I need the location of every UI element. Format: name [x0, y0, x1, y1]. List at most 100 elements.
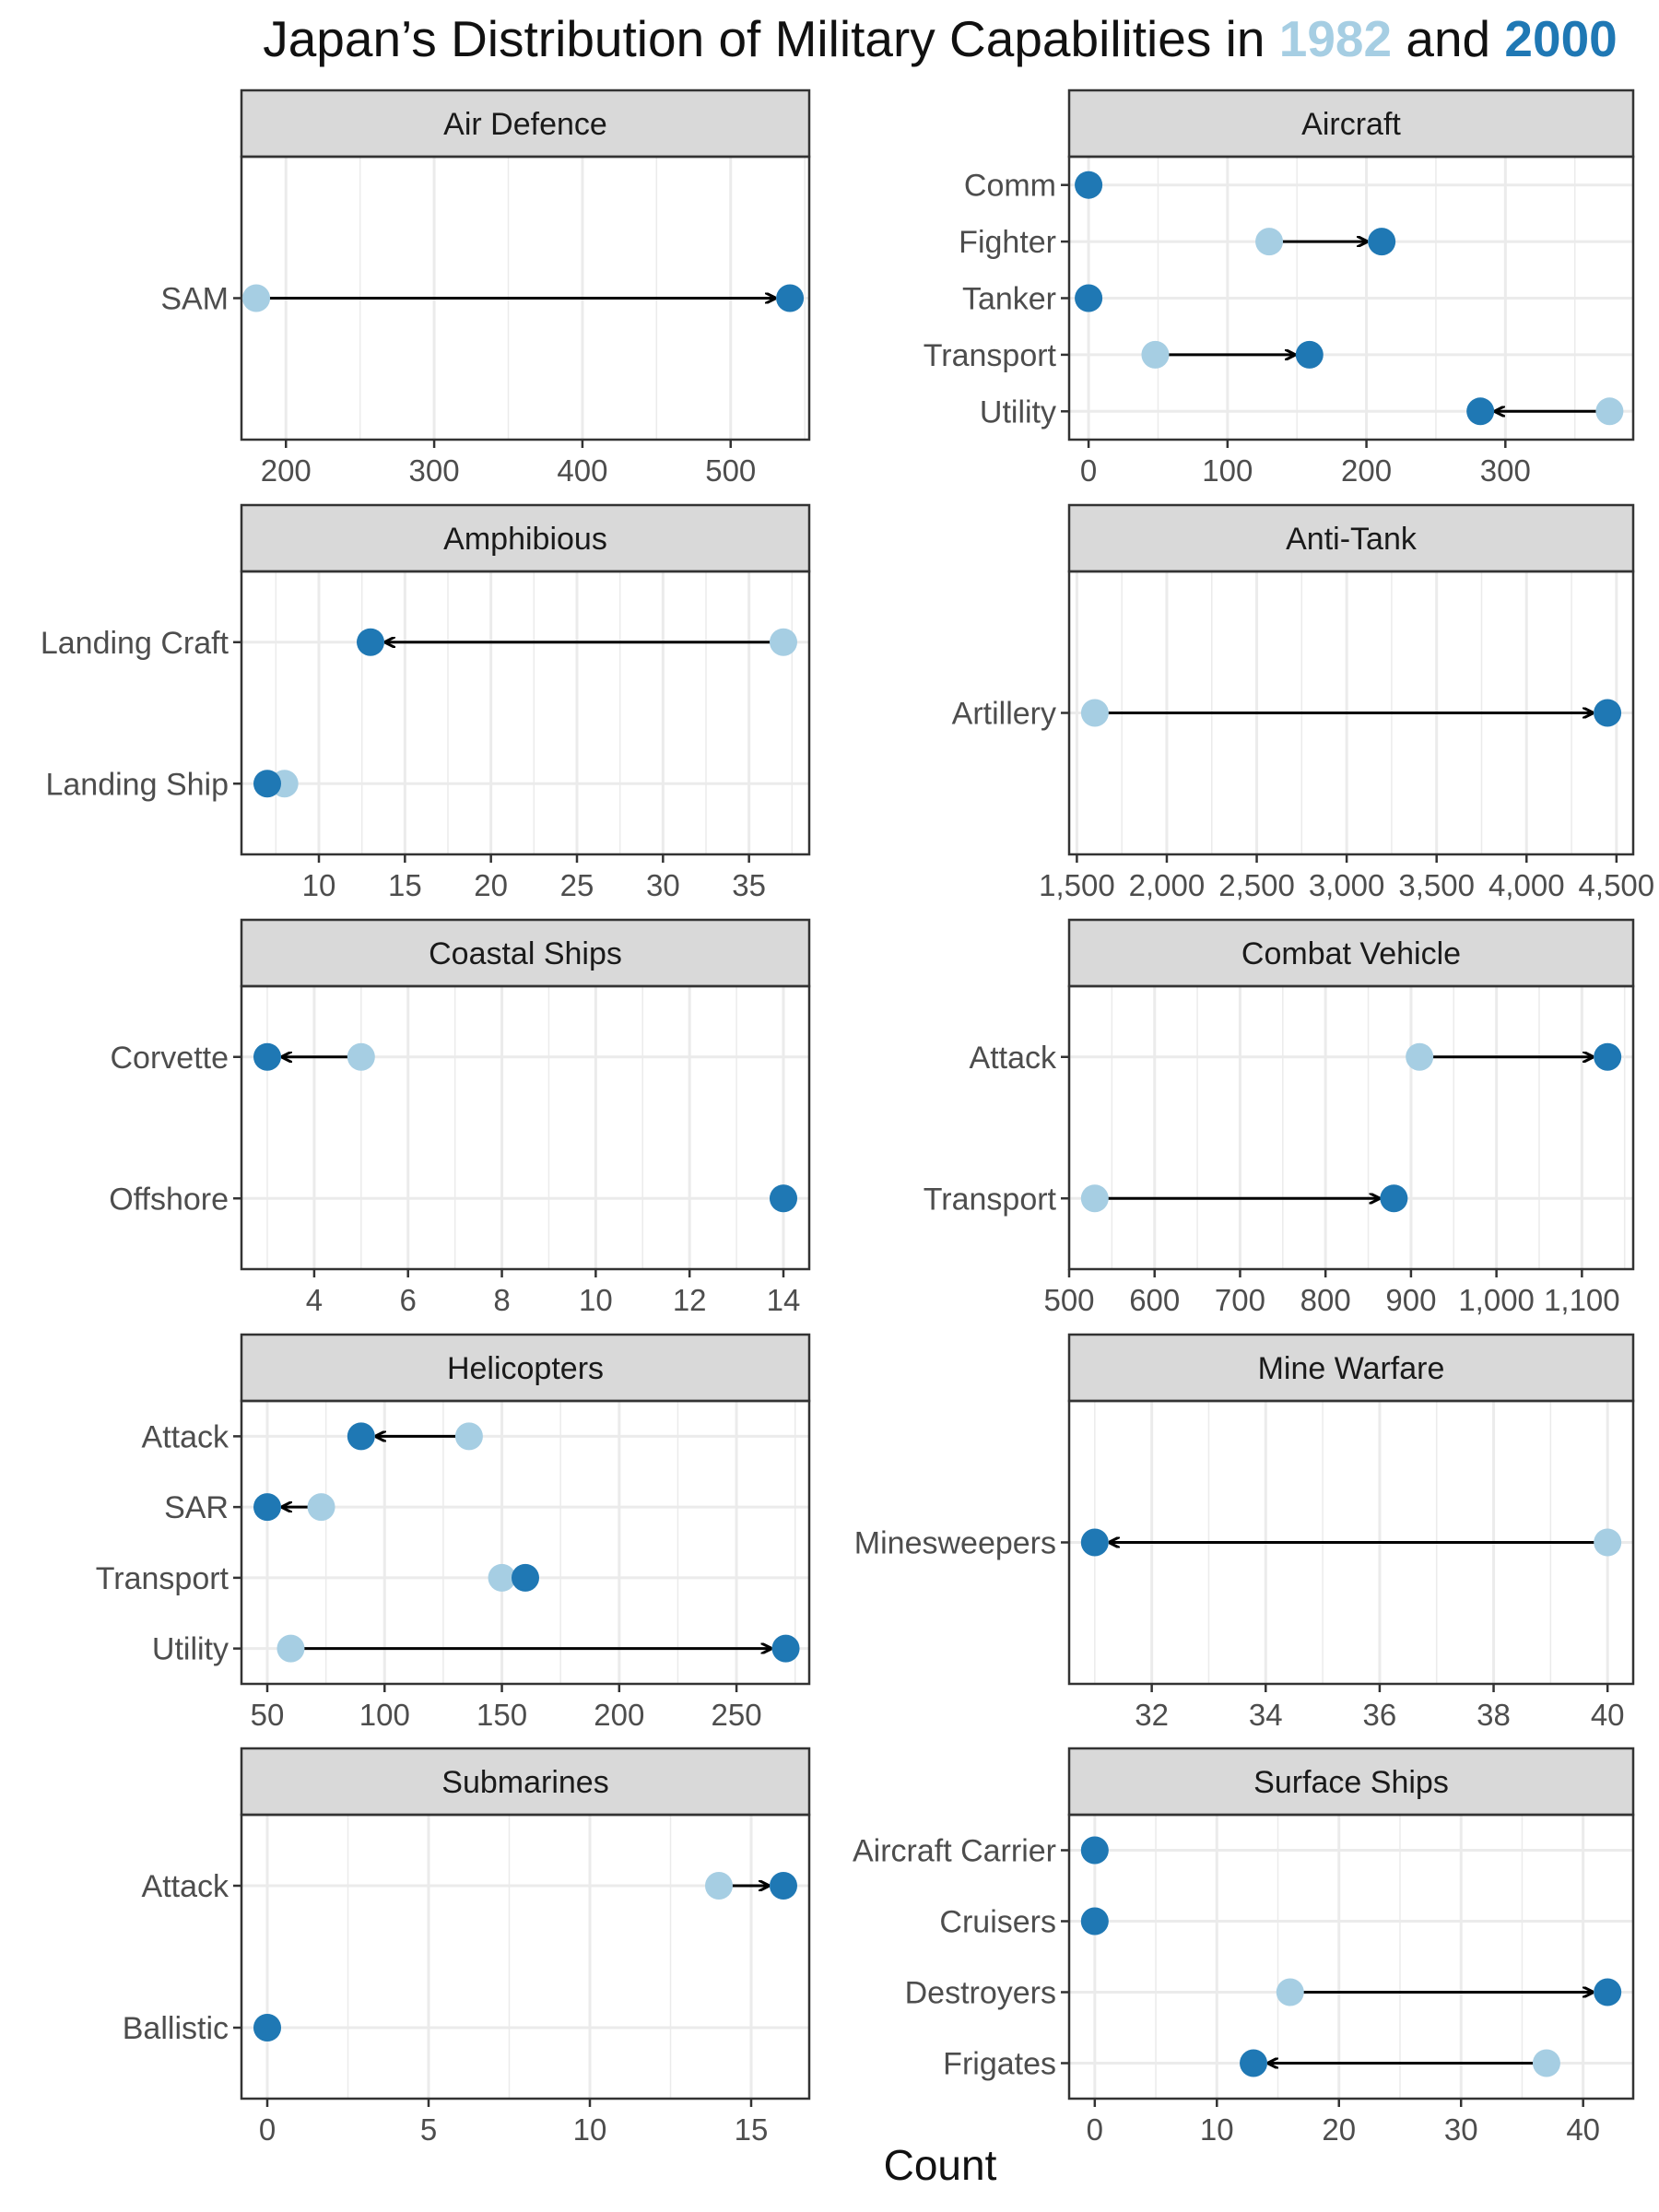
y-tick-label: Transport	[96, 1561, 229, 1596]
title-year-2000: 2000	[1504, 10, 1618, 67]
x-tick-label: 1,000	[1458, 1283, 1535, 1317]
x-tick-label: 30	[646, 868, 680, 902]
y-tick-label: Landing Ship	[45, 767, 229, 802]
panel-combat-vehicle: Combat Vehicle 500 600 700 800 900 1,000 1,100 T…	[924, 918, 1635, 1317]
y-tick-label: Offshore	[109, 1182, 229, 1217]
panel-strip	[1067, 503, 1635, 573]
x-tick-label: 300	[409, 453, 460, 488]
y-tick-label: Destroyers	[905, 1976, 1056, 2011]
y-tick-label: Transport	[924, 1182, 1057, 1217]
x-tick-label: 5	[420, 2112, 437, 2147]
panel-background	[241, 1401, 809, 1684]
dot-1982	[307, 1493, 335, 1522]
x-tick-label: 34	[1249, 1698, 1283, 1732]
dot-2000	[1594, 1978, 1622, 2006]
y-tick-label: Corvette	[111, 1041, 229, 1076]
panel-border	[240, 1399, 811, 1686]
panel-border	[240, 570, 811, 856]
dot-2000	[776, 284, 805, 312]
dot-2000	[253, 770, 281, 798]
dot-2000	[357, 628, 384, 656]
x-tick-label: 2,500	[1218, 868, 1295, 902]
y-tick-label: Tanker	[962, 282, 1056, 317]
dot-2000	[253, 2014, 281, 2041]
panel-surface-ships: Surface Ships 0 10 20 30 40 Frigates Destroyers…	[853, 1747, 1635, 2147]
panel-strip	[1067, 1747, 1635, 1817]
panel-strip	[1067, 918, 1635, 988]
y-tick-label: SAM	[160, 282, 229, 317]
x-tick-label: 1,500	[1039, 868, 1115, 902]
y-tick-label: Artillery	[952, 697, 1056, 732]
dot-1982	[347, 1042, 375, 1071]
x-tick-label: 2,000	[1129, 868, 1206, 902]
dot-2000	[1295, 340, 1324, 369]
panel-border	[240, 984, 811, 1271]
dot-1982	[1080, 699, 1109, 727]
y-tick-label: Attack	[142, 1869, 229, 1904]
x-tick-label: 4	[306, 1283, 323, 1317]
panel-title-combat-vehicle: Combat Vehicle	[1241, 936, 1461, 971]
x-tick-label: 6	[400, 1283, 417, 1317]
y-tick-label: Utility	[152, 1632, 229, 1667]
x-tick-label: 36	[1363, 1698, 1397, 1732]
y-tick-label: Minesweepers	[854, 1526, 1056, 1561]
panel-strip	[240, 1333, 811, 1403]
dot-1982	[705, 1872, 733, 1900]
x-tick-label: 4,500	[1579, 868, 1655, 902]
dot-1982	[242, 284, 271, 312]
y-tick-label: Attack	[970, 1041, 1057, 1076]
y-tick-label: Comm	[964, 169, 1056, 204]
y-tick-label: Utility	[980, 394, 1056, 429]
panel-strip	[240, 88, 811, 159]
panel-title-aircraft: Aircraft	[1301, 107, 1401, 142]
x-tick-label: 150	[477, 1698, 527, 1732]
dot-2000	[1080, 1528, 1109, 1557]
x-tick-label: 35	[732, 868, 766, 902]
panel-amphibious: Amphibious 10 15 20 25 30 35 Landing Ship Landin…	[41, 503, 811, 902]
panel-submarines: Submarines 0 5 10 15 Ballistic Attack	[123, 1747, 811, 2147]
x-tick-label: 12	[673, 1283, 707, 1317]
panel-strip	[240, 1747, 811, 1817]
x-tick-label: 500	[1043, 1283, 1094, 1317]
x-tick-label: 15	[735, 2112, 769, 2147]
panel-aircraft: Aircraft 0 100 200 300 Utility Transport Tanker…	[924, 88, 1635, 488]
panel-strip	[1067, 88, 1635, 159]
dot-2000	[1080, 1836, 1109, 1865]
x-tick-label: 10	[579, 1283, 613, 1317]
x-tick-label: 8	[493, 1283, 510, 1317]
dot-1982	[488, 1563, 516, 1592]
panel-background	[1069, 1815, 1633, 2099]
panel-air-defence: Air Defence 200 300 400 500 SAM	[160, 88, 811, 488]
dot-1982	[1080, 1184, 1109, 1213]
y-tick-label: Transport	[924, 338, 1057, 373]
x-tick-label: 15	[388, 868, 422, 902]
panel-title-submarines: Submarines	[441, 1765, 608, 1800]
panel-coastal-ships: Coastal Ships 4 6 8 10 12 14 Offshore Corvette	[109, 918, 811, 1317]
dot-2000	[1075, 171, 1103, 199]
dot-1982	[276, 1634, 305, 1663]
title-middle: and	[1392, 10, 1505, 67]
dot-2000	[770, 1872, 797, 1900]
panel-mine-warfare: Mine Warfare 32 34 36 38 40 Minesweepers	[854, 1333, 1635, 1732]
x-tick-label: 4,000	[1488, 868, 1565, 902]
chart-title: Japan’s Distribution of Military Capabil…	[0, 9, 1659, 68]
y-tick-label: Cruisers	[939, 1905, 1056, 1940]
x-tick-label: 10	[302, 868, 336, 902]
x-tick-label: 10	[1200, 2112, 1234, 2147]
title-prefix: Japan’s Distribution of Military Capabil…	[263, 10, 1279, 67]
dot-1982	[1595, 397, 1624, 426]
x-tick-label: 400	[557, 453, 607, 488]
x-tick-label: 50	[251, 1698, 285, 1732]
dot-2000	[512, 1563, 539, 1592]
panel-title-air-defence: Air Defence	[443, 107, 607, 142]
x-tick-label: 30	[1444, 2112, 1478, 2147]
panel-background	[241, 986, 809, 1269]
x-tick-label: 200	[594, 1698, 644, 1732]
panel-background	[241, 1815, 809, 2099]
dot-2000	[1594, 699, 1622, 727]
x-tick-label: 14	[767, 1283, 801, 1317]
y-tick-label: Landing Craft	[41, 626, 229, 661]
dot-2000	[1368, 228, 1396, 256]
